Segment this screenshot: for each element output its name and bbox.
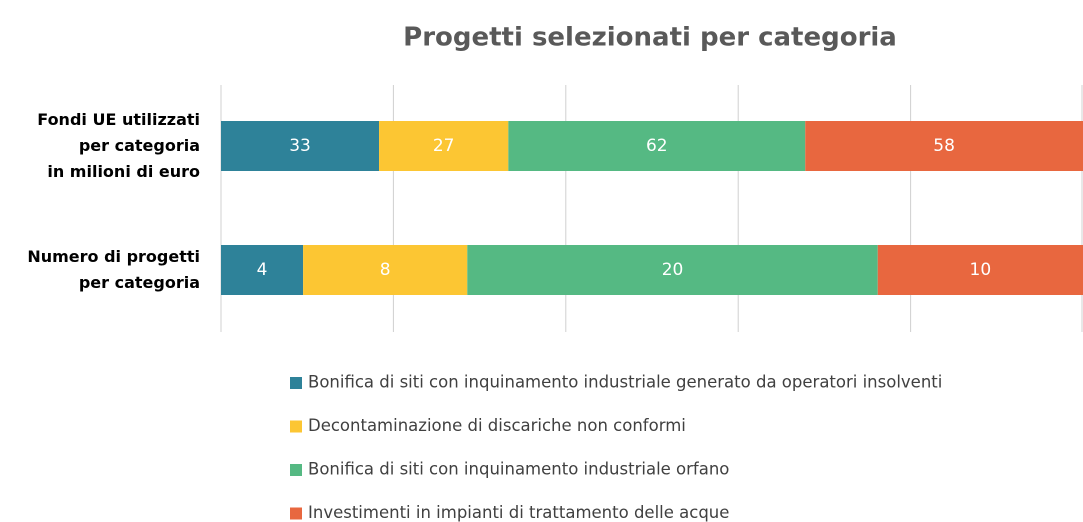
legend-label: Investimenti in impianti di trattamento … bbox=[308, 503, 729, 522]
bar-segment bbox=[221, 121, 380, 171]
data-label: 58 bbox=[933, 136, 955, 156]
bar-segment bbox=[379, 121, 509, 171]
bar-segment bbox=[221, 245, 304, 295]
legend-swatch bbox=[290, 377, 302, 389]
y-tick-label: Numero di progetti per categoria bbox=[27, 247, 200, 292]
data-label: 33 bbox=[289, 136, 311, 156]
y-tick-label: Fondi UE utilizzati per categoria in mil… bbox=[37, 110, 200, 181]
legend-label: Decontaminazione di discariche non confo… bbox=[308, 416, 686, 435]
data-label: 4 bbox=[257, 260, 268, 280]
legend-label: Bonifica di siti con inquinamento indust… bbox=[308, 460, 729, 479]
bar-segment bbox=[303, 245, 468, 295]
data-label: 8 bbox=[380, 260, 391, 280]
bar-segment bbox=[467, 245, 878, 295]
data-label: 20 bbox=[662, 260, 684, 280]
data-label: 10 bbox=[970, 260, 992, 280]
legend-label: Bonifica di siti con inquinamento indust… bbox=[308, 373, 942, 392]
legend-swatch bbox=[290, 507, 302, 520]
bar-segment bbox=[877, 245, 1083, 295]
legend-swatch bbox=[290, 464, 302, 476]
legend-swatch bbox=[290, 420, 302, 433]
bar-segment bbox=[805, 121, 1083, 171]
data-label: 62 bbox=[646, 136, 668, 156]
bar-segment bbox=[508, 121, 806, 171]
chart-title: Progetti selezionati per categoria bbox=[403, 23, 897, 53]
data-label: 27 bbox=[433, 136, 455, 156]
